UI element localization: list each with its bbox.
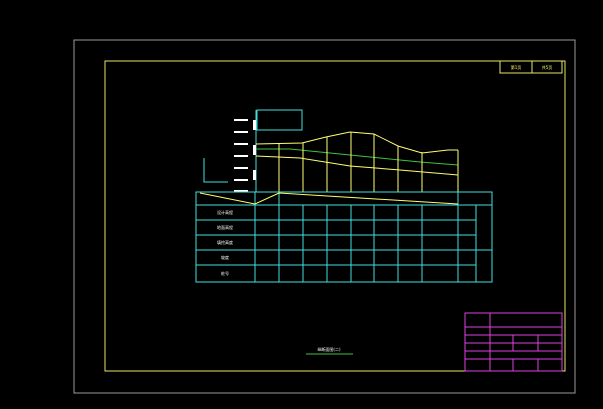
outer-frame	[73, 39, 576, 394]
inner-frame	[104, 60, 566, 372]
page-number-tag: 第1页	[511, 64, 522, 70]
ground-line	[255, 155, 459, 176]
reference-line	[256, 148, 459, 166]
table-row-labels: 设计高程 地面高程 填挖高度 坡度 桩号	[217, 209, 233, 276]
row-label: 地面高程	[217, 224, 233, 230]
title-block	[464, 312, 563, 372]
drawing-caption: 纵断面图(二)	[317, 346, 341, 352]
design-line	[255, 131, 458, 154]
page-tags: 第1页 共5页	[499, 60, 563, 74]
row-label: 填挖高度	[217, 239, 233, 245]
data-table	[195, 191, 493, 283]
row-label: 桩号	[221, 270, 229, 276]
curve-info-box	[256, 109, 303, 131]
elevation-ticks	[234, 119, 256, 192]
row-label: 设计高程	[217, 209, 233, 215]
page-total-tag: 共5页	[542, 64, 553, 70]
scale-bar	[203, 158, 228, 183]
row-label: 坡度	[221, 254, 229, 260]
station-verticals	[278, 132, 459, 192]
profile	[203, 109, 459, 192]
